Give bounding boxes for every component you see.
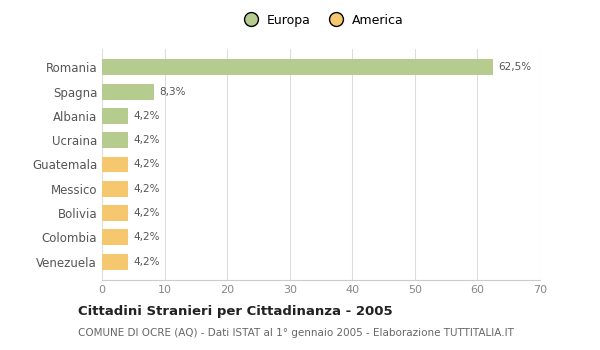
Bar	[102, 132, 128, 148]
Bar	[102, 230, 128, 245]
Bar	[102, 108, 128, 124]
Text: 4,2%: 4,2%	[133, 111, 160, 121]
Text: 4,2%: 4,2%	[133, 232, 160, 242]
Text: 4,2%: 4,2%	[133, 257, 160, 267]
Text: 4,2%: 4,2%	[133, 160, 160, 169]
Bar	[102, 205, 128, 221]
Text: COMUNE DI OCRE (AQ) - Dati ISTAT al 1° gennaio 2005 - Elaborazione TUTTITALIA.IT: COMUNE DI OCRE (AQ) - Dati ISTAT al 1° g…	[78, 328, 514, 338]
Legend: Europa, America: Europa, America	[238, 14, 404, 27]
Text: 4,2%: 4,2%	[133, 208, 160, 218]
Bar	[102, 84, 154, 99]
Text: Cittadini Stranieri per Cittadinanza - 2005: Cittadini Stranieri per Cittadinanza - 2…	[78, 305, 392, 318]
Bar	[102, 156, 128, 173]
Text: 8,3%: 8,3%	[159, 87, 185, 97]
Bar	[102, 254, 128, 270]
Bar	[102, 60, 493, 75]
Text: 4,2%: 4,2%	[133, 184, 160, 194]
Text: 4,2%: 4,2%	[133, 135, 160, 145]
Bar	[102, 181, 128, 197]
Text: 62,5%: 62,5%	[498, 62, 531, 72]
